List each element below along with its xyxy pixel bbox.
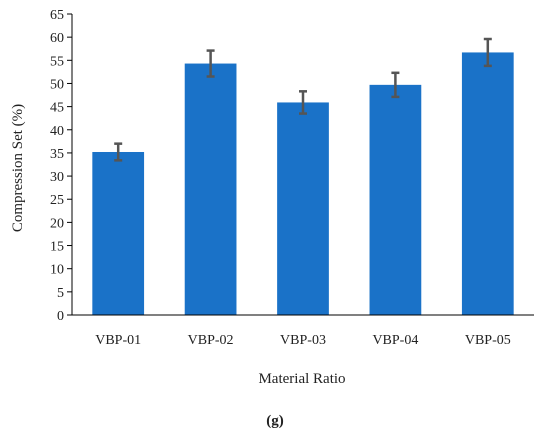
x-axis-title: Material Ratio — [258, 371, 345, 387]
bar-vbp-05 — [461, 52, 514, 315]
x-tick-labels: VBP-01 VBP-02 VBP-03 VBP-04 VBP-05 — [95, 333, 511, 348]
error-bar-vbp-03 — [299, 90, 307, 115]
bars-layer — [92, 52, 514, 316]
y-tick-label: 35 — [50, 147, 64, 162]
x-tick-label: VBP-04 — [372, 333, 418, 348]
y-tick-label: 65 — [50, 8, 64, 23]
error-bar-vbp-01 — [114, 142, 123, 162]
y-tick-label: 45 — [50, 101, 64, 116]
y-tick-label: 5 — [57, 286, 64, 301]
y-tick-label: 50 — [50, 77, 64, 92]
y-tick-label: 60 — [50, 31, 64, 46]
y-tick-label: 10 — [50, 263, 64, 278]
y-tick-label: 30 — [50, 170, 64, 185]
bar-vbp-04 — [369, 84, 422, 315]
error-bar-vbp-04 — [391, 71, 400, 99]
bar-vbp-03 — [277, 102, 329, 315]
y-tick-label: 0 — [57, 309, 64, 324]
x-tick-label: VBP-01 — [95, 333, 141, 348]
y-axis-title: Compression Set (%) — [10, 104, 26, 232]
y-tick-label: 15 — [50, 240, 64, 255]
error-bar-vbp-05 — [483, 37, 492, 68]
bar-vbp-01 — [92, 151, 145, 315]
y-tick-label: 20 — [50, 216, 64, 231]
y-tick-label: 55 — [50, 54, 64, 69]
x-tick-label: VBP-02 — [188, 333, 234, 348]
error-bars-layer — [114, 37, 492, 162]
error-bar-vbp-02 — [206, 49, 215, 78]
x-tick-label: VBP-05 — [465, 333, 511, 348]
y-tick-label: 40 — [50, 124, 64, 139]
y-tick-label: 25 — [50, 193, 64, 208]
figure-caption: (g) — [266, 413, 284, 429]
y-tick-labels: 0 5 10 15 20 25 30 35 40 45 50 55 60 65 — [50, 8, 72, 324]
x-tick-label: VBP-03 — [280, 333, 326, 348]
bar-vbp-02 — [184, 63, 237, 316]
